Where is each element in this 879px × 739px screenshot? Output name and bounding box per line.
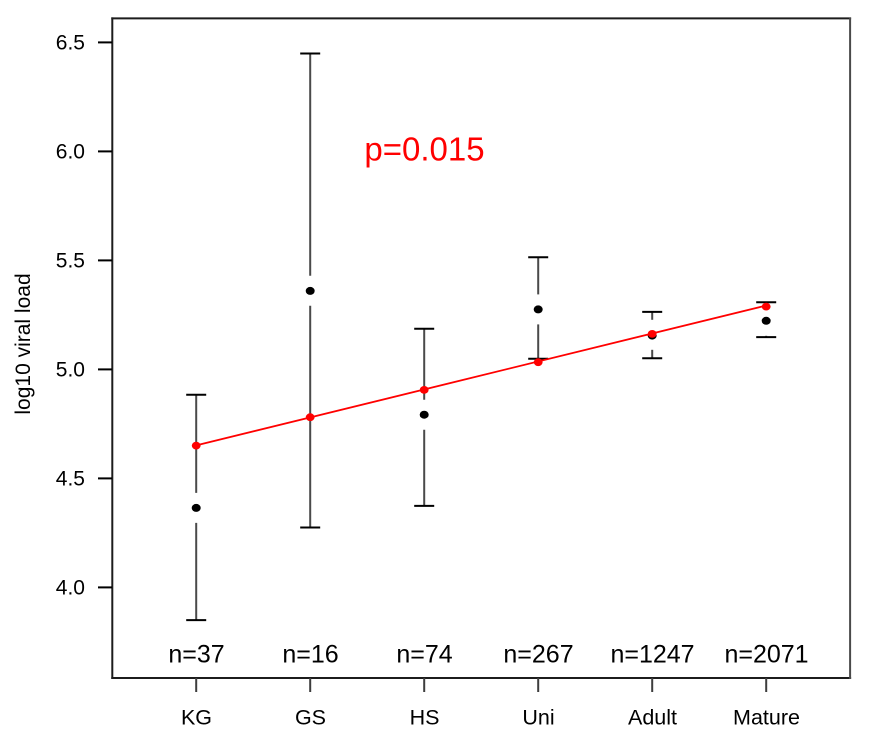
svg-text:Uni: Uni [522,706,554,730]
svg-text:n=16: n=16 [282,641,338,669]
svg-text:HS: HS [410,706,440,730]
svg-text:GS: GS [295,706,326,730]
svg-text:4.0: 4.0 [56,577,85,600]
svg-text:n=2071: n=2071 [724,641,808,669]
svg-text:6.0: 6.0 [56,141,85,164]
svg-text:Adult: Adult [628,706,677,730]
svg-text:n=267: n=267 [503,641,573,669]
svg-text:Mature: Mature [733,706,800,730]
svg-text:log10 viral load: log10 viral load [12,273,35,414]
svg-text:n=37: n=37 [168,641,224,669]
svg-text:5.0: 5.0 [56,359,85,382]
svg-text:5.5: 5.5 [56,250,85,273]
svg-text:6.5: 6.5 [56,32,85,55]
svg-text:KG: KG [181,706,212,730]
svg-text:4.5: 4.5 [56,468,85,491]
svg-text:n=74: n=74 [396,641,452,669]
svg-text:p=0.015: p=0.015 [364,131,484,168]
svg-text:n=1247: n=1247 [610,641,694,669]
